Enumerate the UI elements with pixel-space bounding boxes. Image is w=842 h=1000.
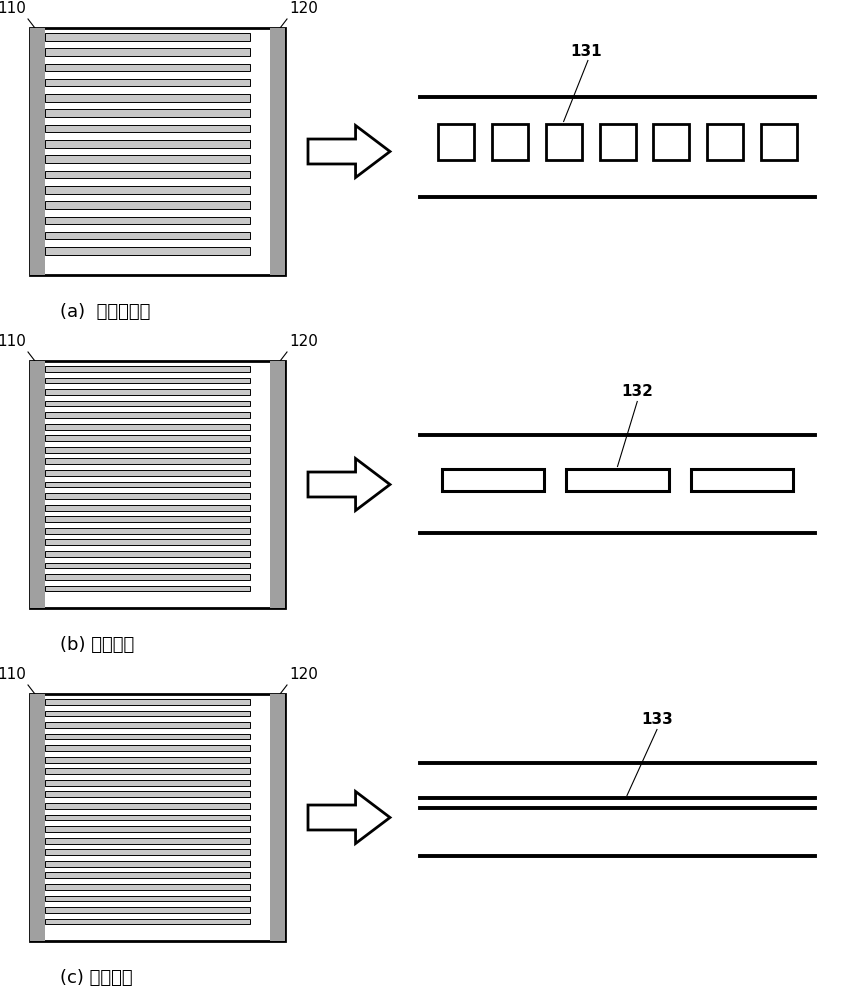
Bar — [45, 849, 250, 855]
Text: 110: 110 — [0, 334, 26, 349]
Bar — [707, 123, 743, 159]
Bar — [45, 458, 250, 464]
Bar — [45, 447, 250, 453]
Bar — [45, 125, 250, 132]
Text: 131: 131 — [570, 43, 602, 58]
Bar — [45, 722, 250, 728]
Bar — [45, 907, 250, 913]
Bar — [761, 123, 797, 159]
Bar — [45, 838, 250, 844]
Bar — [45, 470, 250, 476]
Text: 120: 120 — [289, 1, 318, 16]
Bar — [45, 424, 250, 430]
Bar — [45, 389, 250, 395]
Bar — [45, 155, 250, 163]
Bar — [546, 123, 582, 159]
Bar — [270, 694, 285, 941]
Bar — [45, 33, 250, 41]
Bar — [30, 694, 45, 941]
Bar — [270, 361, 285, 608]
Polygon shape — [308, 125, 390, 178]
Bar — [566, 468, 669, 490]
Bar — [45, 757, 250, 763]
Bar — [600, 123, 636, 159]
Bar — [45, 247, 250, 255]
Bar — [45, 711, 250, 716]
Bar — [45, 734, 250, 739]
Text: 110: 110 — [0, 667, 26, 682]
Bar — [45, 551, 250, 557]
Bar — [45, 528, 250, 534]
Text: 120: 120 — [289, 667, 318, 682]
Polygon shape — [308, 792, 390, 844]
Bar — [45, 803, 250, 809]
Bar — [45, 861, 250, 867]
Bar — [45, 412, 250, 418]
Bar — [45, 79, 250, 86]
Bar — [270, 28, 285, 275]
Bar — [45, 493, 250, 499]
Text: (c) 线性图案: (c) 线性图案 — [60, 969, 133, 987]
Bar — [45, 586, 250, 591]
Bar — [45, 780, 250, 786]
Bar — [45, 94, 250, 102]
Text: 132: 132 — [621, 384, 653, 399]
Bar — [45, 378, 250, 383]
Bar — [30, 28, 45, 275]
Bar — [45, 563, 250, 568]
Bar — [442, 468, 545, 490]
Bar — [45, 815, 250, 820]
Bar — [45, 574, 250, 580]
Text: 133: 133 — [641, 712, 673, 728]
Bar — [45, 171, 250, 178]
Text: 120: 120 — [289, 334, 318, 349]
Text: 110: 110 — [0, 1, 26, 16]
Bar — [45, 768, 250, 774]
Bar — [45, 201, 250, 209]
Bar — [45, 48, 250, 56]
Polygon shape — [308, 458, 390, 510]
Bar — [45, 186, 250, 194]
Bar — [45, 217, 250, 224]
Bar — [45, 699, 250, 705]
Bar — [45, 896, 250, 901]
Text: (a)  正方形图案: (a) 正方形图案 — [60, 303, 151, 321]
Bar — [30, 694, 285, 941]
Text: (b) 矩形图案: (b) 矩形图案 — [60, 636, 134, 654]
Bar — [690, 468, 793, 490]
Bar — [45, 505, 250, 511]
Bar — [492, 123, 528, 159]
Bar — [438, 123, 474, 159]
Bar — [30, 361, 285, 608]
Bar — [653, 123, 690, 159]
Bar — [45, 482, 250, 487]
Bar — [45, 109, 250, 117]
Bar — [45, 745, 250, 751]
Bar — [45, 539, 250, 545]
Bar — [45, 401, 250, 406]
Bar — [45, 791, 250, 797]
Bar — [45, 516, 250, 522]
Bar — [45, 872, 250, 878]
Bar — [45, 826, 250, 832]
Bar — [45, 884, 250, 890]
Bar — [30, 28, 285, 275]
Bar — [30, 361, 45, 608]
Bar — [45, 232, 250, 239]
Bar — [45, 366, 250, 372]
Bar — [45, 140, 250, 148]
Bar — [45, 435, 250, 441]
Bar — [45, 64, 250, 71]
Bar — [45, 919, 250, 924]
